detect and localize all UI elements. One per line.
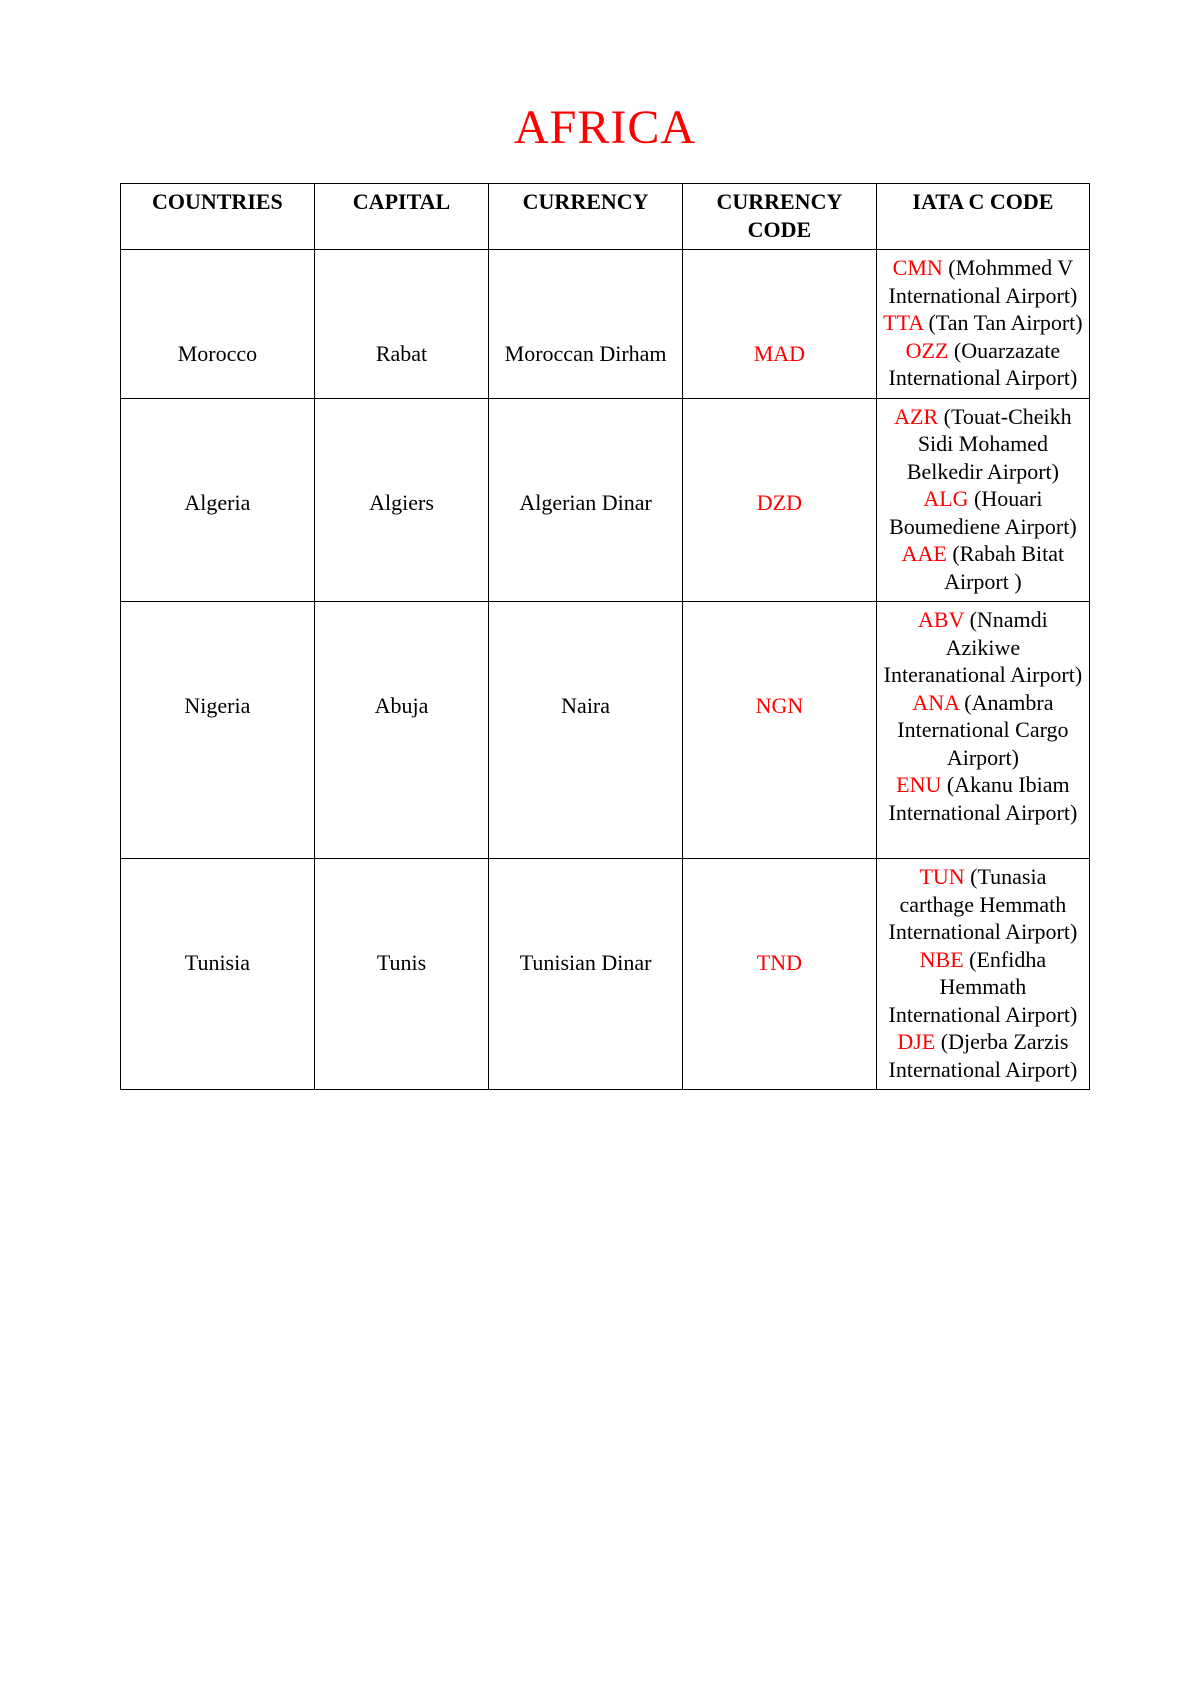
iata-code: ENU [896, 772, 941, 797]
iata-desc: (Nnamdi Azikiwe Interanational Airport) [884, 607, 1083, 687]
table-row: NigeriaAbujaNairaNGNABV (Nnamdi Azikiwe … [121, 602, 1090, 859]
table-row: AlgeriaAlgiersAlgerian DinarDZDAZR (Toua… [121, 398, 1090, 602]
cell-capital: Abuja [314, 602, 488, 859]
iata-entry: CMN (Mohmmed V International Airport) [883, 254, 1083, 309]
cell-currency: Moroccan Dirham [489, 250, 683, 399]
table-head: COUNTRIESCAPITALCURRENCYCURRENCY CODEIAT… [121, 184, 1090, 250]
iata-entry: ANA (Anambra International Cargo Airport… [883, 689, 1083, 772]
cell-iata: AZR (Touat-Cheikh Sidi Mohamed Belkedir … [876, 398, 1089, 602]
iata-code: ANA [912, 690, 958, 715]
cell-currency: Algerian Dinar [489, 398, 683, 602]
iata-code: AZR [894, 404, 938, 429]
iata-code: ALG [923, 486, 968, 511]
iata-entry: ENU (Akanu Ibiam International Airport) [883, 771, 1083, 826]
cell-country: Morocco [121, 250, 315, 399]
iata-desc: (Rabah Bitat Airport ) [944, 541, 1064, 594]
countries-table: COUNTRIESCAPITALCURRENCYCURRENCY CODEIAT… [120, 183, 1090, 1090]
cell-iata: ABV (Nnamdi Azikiwe Interanational Airpo… [876, 602, 1089, 859]
column-header: IATA C CODE [876, 184, 1089, 250]
iata-code: NBE [920, 947, 964, 972]
cell-currency: Tunisian Dinar [489, 859, 683, 1090]
cell-capital: Rabat [314, 250, 488, 399]
table-row: TunisiaTunisTunisian DinarTNDTUN (Tunasi… [121, 859, 1090, 1090]
cell-iata: TUN (Tunasia carthage Hemmath Internatio… [876, 859, 1089, 1090]
cell-capital: Tunis [314, 859, 488, 1090]
iata-code: AAE [902, 541, 947, 566]
table-body: MoroccoRabatMoroccan DirhamMADCMN (Mohmm… [121, 250, 1090, 1090]
cell-country: Algeria [121, 398, 315, 602]
column-header: CURRENCY [489, 184, 683, 250]
iata-entry: ABV (Nnamdi Azikiwe Interanational Airpo… [883, 606, 1083, 689]
iata-desc: (Tunasia carthage Hemmath International … [889, 864, 1078, 944]
column-header: COUNTRIES [121, 184, 315, 250]
cell-currency-code: DZD [683, 398, 877, 602]
column-header: CURRENCY CODE [683, 184, 877, 250]
iata-code: DJE [897, 1029, 935, 1054]
iata-entry: AAE (Rabah Bitat Airport ) [883, 540, 1083, 595]
table-header-row: COUNTRIESCAPITALCURRENCYCURRENCY CODEIAT… [121, 184, 1090, 250]
iata-code: CMN [893, 255, 943, 280]
cell-currency: Naira [489, 602, 683, 859]
iata-code: OZZ [906, 338, 949, 363]
iata-entry: TUN (Tunasia carthage Hemmath Internatio… [883, 863, 1083, 946]
cell-capital: Algiers [314, 398, 488, 602]
cell-currency-code: MAD [683, 250, 877, 399]
table-row: MoroccoRabatMoroccan DirhamMADCMN (Mohmm… [121, 250, 1090, 399]
cell-iata: CMN (Mohmmed V International Airport)TTA… [876, 250, 1089, 399]
iata-entry: ALG (Houari Boumediene Airport) [883, 485, 1083, 540]
iata-entry: OZZ (Ouarzazate International Airport) [883, 337, 1083, 392]
iata-entry: AZR (Touat-Cheikh Sidi Mohamed Belkedir … [883, 403, 1083, 486]
iata-desc: (Enfidha Hemmath International Airport) [889, 947, 1078, 1027]
column-header: CAPITAL [314, 184, 488, 250]
iata-entry: NBE (Enfidha Hemmath International Airpo… [883, 946, 1083, 1029]
iata-desc: (Tan Tan Airport) [928, 310, 1082, 335]
page-title: AFRICA [120, 100, 1090, 155]
row-spacer [883, 826, 1083, 852]
iata-desc: (Houari Boumediene Airport) [889, 486, 1077, 539]
iata-code: ABV [918, 607, 964, 632]
iata-entry: DJE (Djerba Zarzis International Airport… [883, 1028, 1083, 1083]
cell-currency-code: NGN [683, 602, 877, 859]
cell-currency-code: TND [683, 859, 877, 1090]
iata-entry: TTA (Tan Tan Airport) [883, 309, 1083, 337]
cell-country: Nigeria [121, 602, 315, 859]
document-page: AFRICA COUNTRIESCAPITALCURRENCYCURRENCY … [0, 0, 1200, 1697]
iata-code: TUN [919, 864, 964, 889]
cell-country: Tunisia [121, 859, 315, 1090]
iata-code: TTA [883, 310, 923, 335]
